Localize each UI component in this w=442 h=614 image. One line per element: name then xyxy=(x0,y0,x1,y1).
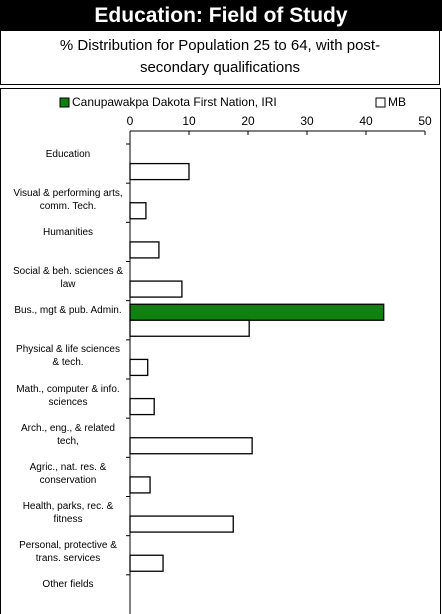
legend-label: MB xyxy=(388,95,406,109)
bar xyxy=(129,554,164,572)
bar xyxy=(129,476,151,494)
legend-swatch xyxy=(375,97,386,108)
chart-subtitle: % Distribution for Population 25 to 64, … xyxy=(59,37,381,76)
y-tick-label: Arch., eng., & related tech, xyxy=(21,422,115,447)
x-tick-label: 20 xyxy=(241,114,255,128)
x-tick-label: 40 xyxy=(359,114,373,128)
bar xyxy=(129,397,155,416)
x-tick-label: 50 xyxy=(418,114,432,128)
x-tick-label: 0 xyxy=(127,114,134,128)
x-tick-label: 10 xyxy=(182,114,196,128)
y-tick-label: Health, parks, rec. & fitness xyxy=(22,501,114,526)
y-tick-label: Agric., nat. res. & conservation xyxy=(29,461,107,486)
bar xyxy=(129,280,183,298)
chart-title: Education: Field of Study xyxy=(0,0,442,31)
bar xyxy=(129,319,250,337)
bar xyxy=(129,303,385,321)
y-tick-label: Bus., mgt & pub. Admin. xyxy=(14,305,122,317)
chart-frame xyxy=(0,88,441,614)
subtitle-box: % Distribution for Population 25 to 64, … xyxy=(0,31,440,85)
bar xyxy=(129,515,234,533)
y-tick-label: Social & beh. sciences & law xyxy=(12,266,124,291)
bar xyxy=(129,437,253,455)
y-tick-label: Personal, protective & trans. services xyxy=(19,540,117,565)
legend-swatch xyxy=(59,97,70,108)
x-tick-label: 30 xyxy=(300,114,314,128)
y-tick-label: Other fields xyxy=(42,579,94,591)
y-tick-label: Humanities xyxy=(42,226,94,238)
y-tick-label: Education xyxy=(45,148,91,160)
legend-label: Canupawakpa Dakota First Nation, IRI xyxy=(72,95,277,109)
bar xyxy=(129,241,160,259)
y-tick-label: Math., computer & info. sciences xyxy=(16,383,120,408)
bar xyxy=(129,162,190,181)
y-tick-label: Physical & life sciences & tech. xyxy=(16,344,120,369)
bar xyxy=(129,358,149,377)
y-tick-label: Visual & performing arts, comm. Tech. xyxy=(13,187,123,212)
bar xyxy=(129,202,147,220)
